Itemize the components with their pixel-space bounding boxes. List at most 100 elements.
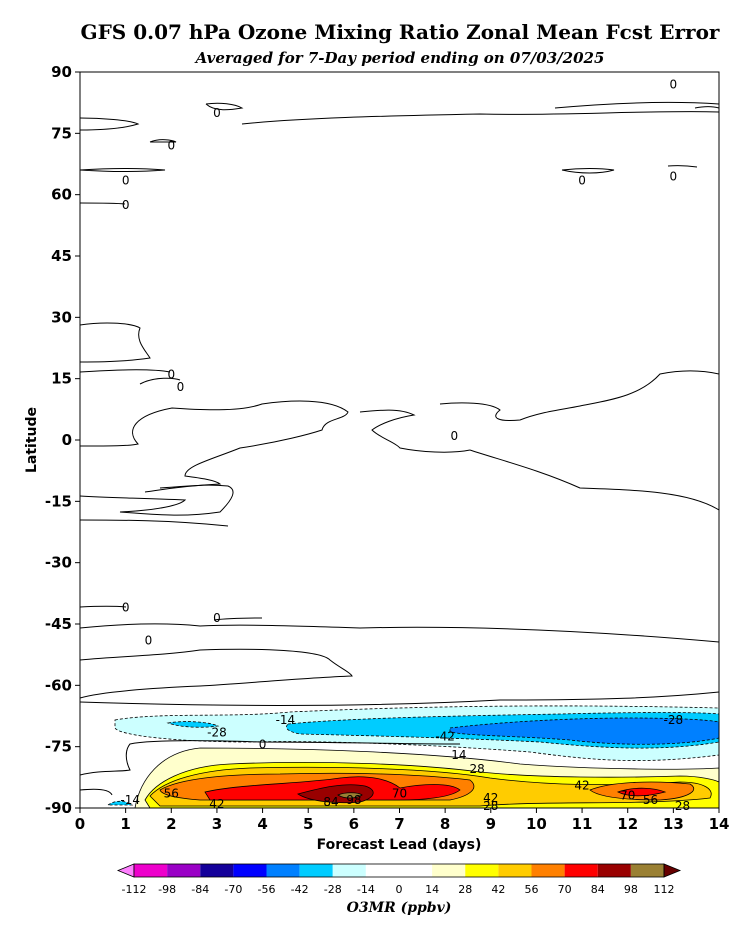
colorbar-tick-label: -70 bbox=[224, 883, 242, 896]
contour-label: 0 bbox=[670, 169, 678, 183]
colorbar-tick-label: 84 bbox=[591, 883, 605, 896]
contour-label: 84 bbox=[323, 795, 338, 809]
y-tick-label: -90 bbox=[45, 799, 72, 817]
colorbar-swatch bbox=[399, 864, 433, 877]
y-tick-label: -45 bbox=[45, 615, 72, 633]
contour-label: 0 bbox=[450, 429, 458, 443]
contour-label: 42 bbox=[483, 791, 498, 805]
contour-label: 42 bbox=[209, 797, 224, 811]
contour-label: 70 bbox=[392, 787, 407, 801]
x-axis-ticks: 0 1 2 3 4 5 6 7 8 9 10 11 12 13 14 bbox=[75, 808, 730, 833]
chart-subtitle: Averaged for 7-Day period ending on 07/0… bbox=[195, 49, 605, 67]
colorbar-tick-label: 56 bbox=[525, 883, 539, 896]
chart-title: GFS 0.07 hPa Ozone Mixing Ratio Zonal Me… bbox=[80, 20, 720, 44]
y-tick-label: 75 bbox=[51, 124, 72, 142]
y-tick-label: 45 bbox=[51, 247, 72, 265]
colorbar-tick-label: -28 bbox=[324, 883, 342, 896]
x-tick-label: 2 bbox=[166, 815, 176, 833]
contour-label: 14 bbox=[451, 748, 466, 762]
contour-label: 56 bbox=[164, 787, 179, 801]
colorbar-swatch bbox=[465, 864, 499, 877]
contour-label: 0 bbox=[145, 633, 153, 647]
colorbar-swatch bbox=[200, 864, 234, 877]
contour-label: 0 bbox=[670, 77, 678, 91]
x-tick-label: 9 bbox=[486, 815, 496, 833]
contour-label: 28 bbox=[469, 762, 484, 776]
y-axis-ticks: 90 75 60 45 30 15 0 -15 -30 -45 -60 -75 -90 bbox=[45, 63, 80, 817]
contour-label: 0 bbox=[259, 738, 267, 752]
fill-neg-small bbox=[106, 800, 134, 806]
contour-label: 0 bbox=[578, 173, 586, 187]
y-tick-label: 90 bbox=[51, 63, 72, 81]
contour-label: 0 bbox=[167, 139, 175, 153]
colorbar-swatch bbox=[531, 864, 565, 877]
colorbar-swatch bbox=[167, 864, 201, 877]
colorbar-swatch bbox=[299, 864, 333, 877]
contour-label: 0 bbox=[122, 601, 130, 615]
contour-fills bbox=[106, 705, 719, 808]
contour-label: -28 bbox=[207, 725, 227, 739]
colorbar-swatch bbox=[266, 864, 300, 877]
y-tick-label: 15 bbox=[51, 370, 72, 388]
contour-label: -28 bbox=[664, 713, 684, 727]
x-tick-label: 1 bbox=[120, 815, 130, 833]
colorbar: -112 -98 -84 -70 -56 -42 -28 -14 0 14 28 42 56 70 84 98… bbox=[116, 863, 682, 896]
fill-pos98 bbox=[337, 792, 363, 799]
colorbar-swatch bbox=[564, 864, 598, 877]
contour-label: 70 bbox=[620, 789, 635, 803]
contour-label: 0 bbox=[167, 368, 175, 382]
contour-label: 56 bbox=[643, 793, 658, 807]
x-tick-label: 6 bbox=[349, 815, 359, 833]
contour-label: 98 bbox=[346, 793, 361, 807]
fill-neg28-left bbox=[166, 721, 220, 728]
contour-label: 0 bbox=[213, 611, 221, 625]
x-axis-label: Forecast Lead (days) bbox=[317, 837, 482, 853]
colorbar-tick-label: -84 bbox=[191, 883, 209, 896]
x-tick-label: 10 bbox=[526, 815, 547, 833]
zero-contours bbox=[80, 101, 719, 796]
y-tick-label: -15 bbox=[45, 492, 72, 510]
y-tick-label: 60 bbox=[51, 186, 72, 204]
y-tick-label: -75 bbox=[45, 738, 72, 756]
x-tick-label: 12 bbox=[617, 815, 638, 833]
x-tick-label: 11 bbox=[572, 815, 593, 833]
x-tick-label: 3 bbox=[212, 815, 222, 833]
colorbar-swatch bbox=[332, 864, 366, 877]
colorbar-swatch bbox=[432, 864, 466, 877]
fill-neg42-core bbox=[449, 717, 719, 745]
colorbar-tick-label: -112 bbox=[122, 883, 147, 896]
x-tick-label: 7 bbox=[394, 815, 404, 833]
x-tick-label: 13 bbox=[663, 815, 684, 833]
contour-label: 28 bbox=[675, 799, 690, 813]
y-tick-label: 30 bbox=[51, 308, 72, 326]
x-tick-label: 4 bbox=[257, 815, 267, 833]
x-tick-label: 8 bbox=[440, 815, 450, 833]
colorbar-tick-label: 0 bbox=[396, 883, 403, 896]
colorbar-extend-low bbox=[116, 863, 135, 878]
fill-pos84 bbox=[297, 784, 374, 804]
colorbar-tick-label: -56 bbox=[258, 883, 276, 896]
colorbar-tick-label: 70 bbox=[558, 883, 572, 896]
colorbar-swatch bbox=[630, 864, 664, 877]
contour-label: -14 bbox=[120, 793, 140, 807]
colorbar-tick-label: -14 bbox=[357, 883, 375, 896]
colorbar-tick-label: -42 bbox=[291, 883, 309, 896]
colorbar-tick-label: 42 bbox=[491, 883, 505, 896]
colorbar-tick-label: 28 bbox=[458, 883, 472, 896]
colorbar-tick-label: 112 bbox=[654, 883, 675, 896]
contour-label: -42 bbox=[435, 729, 455, 743]
y-axis-label: Latitude bbox=[24, 407, 40, 473]
y-tick-label: -60 bbox=[45, 676, 72, 694]
colorbar-swatch bbox=[134, 864, 168, 877]
colorbar-tick-label: 14 bbox=[425, 883, 439, 896]
colorbar-swatch bbox=[597, 864, 631, 877]
x-tick-label: 14 bbox=[709, 815, 730, 833]
colorbar-swatch bbox=[233, 864, 267, 877]
contour-label: 0 bbox=[213, 106, 221, 120]
contour-label: 28 bbox=[483, 799, 498, 813]
x-tick-label: 5 bbox=[303, 815, 313, 833]
colorbar-frame bbox=[133, 863, 665, 878]
colorbar-tick-label: -98 bbox=[158, 883, 176, 896]
